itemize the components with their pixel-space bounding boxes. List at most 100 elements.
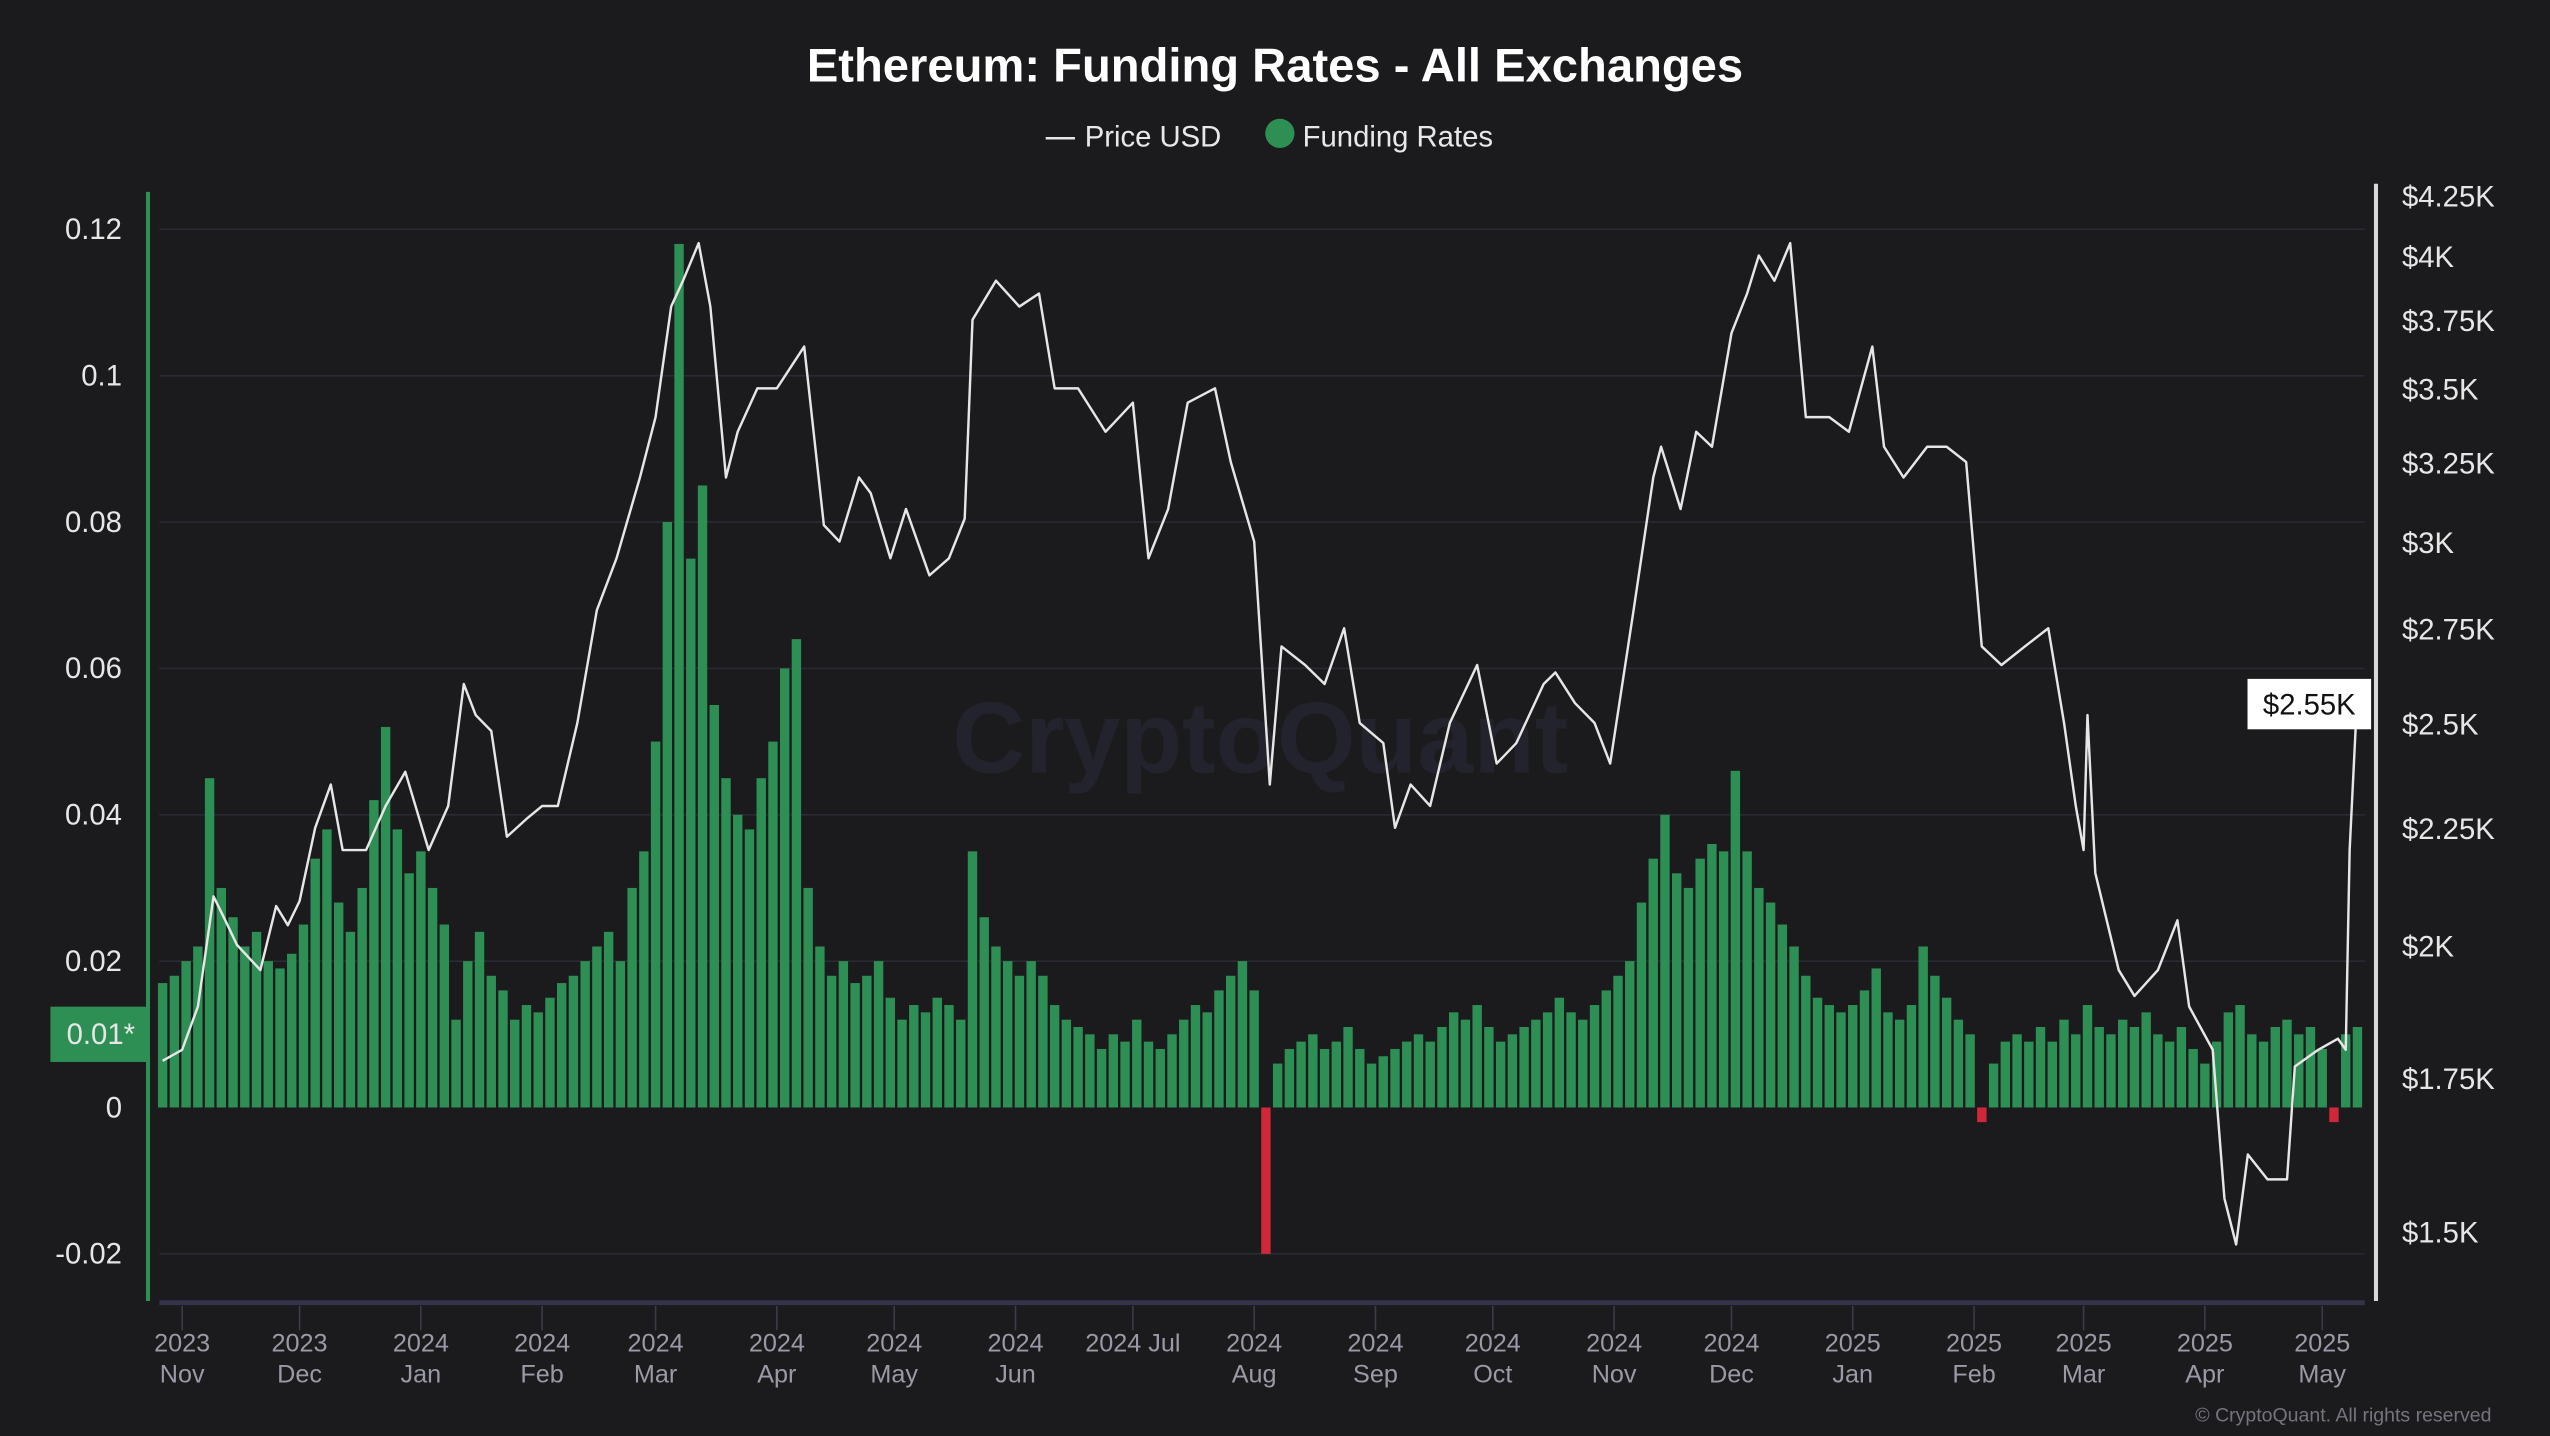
funding-bar — [2129, 1026, 2140, 1108]
left-tick-label: 0.02 — [65, 946, 122, 978]
funding-bar — [1495, 1041, 1506, 1108]
funding-bar — [650, 741, 661, 1108]
x-tick-year: 2023 — [272, 1329, 328, 1357]
funding-bar — [1613, 975, 1623, 1108]
x-tick-year: 2025 — [2056, 1329, 2112, 1357]
x-tick-year: 2024 — [628, 1329, 684, 1357]
funding-bar — [380, 726, 391, 1108]
funding-bar — [1812, 997, 1823, 1108]
x-tick-month: May — [2298, 1360, 2346, 1388]
funding-bar — [2047, 1041, 2057, 1108]
funding-bar — [1272, 1063, 1283, 1108]
funding-bar — [967, 851, 978, 1108]
funding-bar — [697, 485, 708, 1108]
x-tick-year: 2024 — [866, 1329, 922, 1357]
x-tick-year: 2025 — [1946, 1329, 2002, 1357]
funding-bar — [521, 1005, 532, 1108]
x-tick-year: 2024 — [749, 1329, 805, 1357]
funding-bar — [510, 1019, 520, 1108]
x-tick-year: 2024 — [393, 1329, 449, 1357]
funding-bar — [1014, 975, 1025, 1108]
funding-bar — [1824, 1005, 1834, 1108]
funding-bar — [2024, 1041, 2034, 1108]
funding-bar — [733, 814, 743, 1108]
funding-bar — [1108, 1034, 1119, 1108]
legend-funding-rates[interactable]: Funding Rates — [1303, 121, 1493, 153]
funding-bar — [416, 851, 426, 1108]
funding-bar — [1636, 902, 1647, 1108]
funding-bar — [1049, 1005, 1060, 1108]
funding-bar — [1531, 1019, 1541, 1108]
x-tick-month: Mar — [634, 1360, 677, 1388]
funding-bar — [2176, 1026, 2187, 1108]
funding-bar — [768, 741, 778, 1108]
x-tick-year: 2023 — [154, 1329, 210, 1357]
funding-bar — [1754, 887, 1764, 1108]
right-tick-label: $3.75K — [2402, 306, 2495, 338]
funding-bar — [1660, 814, 1670, 1108]
funding-bar — [1202, 1012, 1212, 1108]
funding-bar — [2247, 1034, 2257, 1108]
funding-bar — [1707, 844, 1717, 1108]
funding-bar — [1578, 1019, 1588, 1108]
x-tick-year: 2025 — [2177, 1329, 2233, 1357]
funding-bar — [1026, 961, 1036, 1108]
funding-bar — [204, 778, 215, 1108]
funding-bar — [1695, 858, 1705, 1108]
funding-bar — [2035, 1026, 2046, 1108]
funding-bar-negative — [2329, 1107, 2339, 1123]
left-tick-label: 0.04 — [65, 800, 122, 832]
funding-bar — [427, 887, 438, 1108]
funding-bar — [2341, 1034, 2351, 1108]
funding-bar — [275, 968, 285, 1108]
funding-bar — [1625, 961, 1635, 1108]
funding-bar — [2258, 1041, 2269, 1108]
funding-bar — [932, 997, 942, 1108]
funding-bar — [674, 243, 684, 1108]
funding-bar — [1848, 1005, 1858, 1108]
funding-bar — [1237, 961, 1248, 1108]
funding-bar — [1460, 1019, 1471, 1108]
funding-bar — [251, 931, 262, 1108]
funding-bar — [1765, 902, 1776, 1108]
funding-bar — [1542, 1012, 1553, 1108]
copyright: © CryptoQuant. All rights reserved — [2195, 1404, 2491, 1426]
funding-bar — [556, 983, 567, 1108]
funding-bar — [639, 851, 649, 1108]
funding-bar — [1672, 873, 1682, 1108]
funding-bar — [1683, 887, 1694, 1108]
x-tick-month: Jan — [1832, 1360, 1873, 1388]
funding-bar — [1718, 851, 1729, 1108]
funding-bar — [545, 997, 555, 1108]
funding-bar — [357, 887, 367, 1108]
left-tick-label: -0.02 — [55, 1239, 122, 1271]
funding-bar — [263, 961, 273, 1108]
funding-bar-negative — [1261, 1107, 1271, 1254]
right-tick-label: $3.5K — [2402, 375, 2479, 407]
funding-bar — [2294, 1034, 2304, 1108]
x-tick-year: 2025 — [2294, 1329, 2350, 1357]
funding-bar — [1225, 975, 1236, 1108]
x-tick-year: 2024 — [1703, 1329, 1759, 1357]
funding-bar — [779, 668, 790, 1108]
funding-bar — [2094, 1026, 2104, 1108]
left-tick-label: 0 — [106, 1092, 122, 1124]
funding-bar — [1143, 1041, 1154, 1108]
funding-bar — [1378, 1056, 1388, 1108]
x-tick-month: Oct — [1473, 1360, 1512, 1388]
right-tick-label: $3K — [2402, 528, 2455, 560]
legend-price-usd[interactable]: Price USD — [1085, 121, 1222, 153]
funding-bar — [1308, 1034, 1318, 1108]
funding-bar — [944, 1005, 954, 1108]
funding-bar — [920, 1012, 931, 1108]
funding-bar — [1355, 1048, 1365, 1108]
funding-bar — [991, 946, 1001, 1108]
funding-bar — [404, 873, 414, 1108]
x-tick-year: 2024 — [1465, 1329, 1521, 1357]
funding-bar — [1941, 997, 1952, 1108]
highlight-badge — [50, 1006, 147, 1062]
funding-bar — [791, 639, 802, 1108]
x-tick-month: Jan — [401, 1360, 442, 1388]
funding-bar — [1214, 990, 1224, 1108]
watermark: CryptoQuant — [952, 682, 1568, 794]
